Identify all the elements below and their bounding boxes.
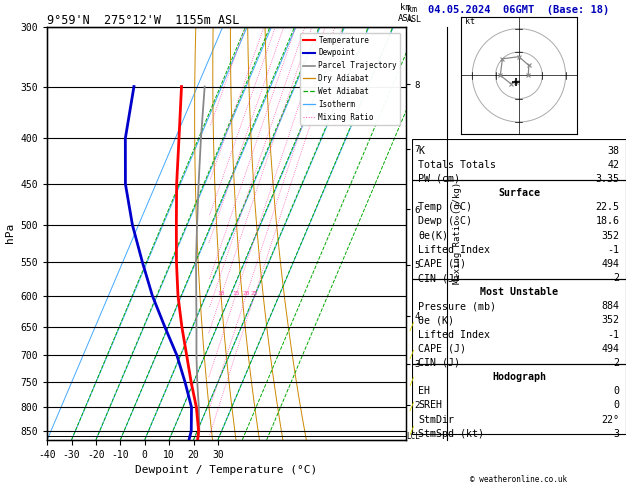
Text: StmSpd (kt): StmSpd (kt) bbox=[418, 429, 484, 439]
Text: 3: 3 bbox=[613, 429, 620, 439]
Text: 10: 10 bbox=[218, 291, 225, 295]
Text: Hodograph: Hodograph bbox=[492, 372, 546, 382]
Text: 25: 25 bbox=[251, 291, 259, 295]
Text: 352: 352 bbox=[601, 230, 620, 241]
Text: /: / bbox=[409, 426, 415, 436]
Text: 494: 494 bbox=[601, 259, 620, 269]
Text: Most Unstable: Most Unstable bbox=[480, 287, 558, 297]
Text: 3.35: 3.35 bbox=[596, 174, 620, 184]
Text: LCL: LCL bbox=[406, 432, 420, 441]
Text: Surface: Surface bbox=[498, 188, 540, 198]
Bar bbox=[412, 179, 626, 278]
Text: 2: 2 bbox=[613, 358, 620, 368]
Text: 18.6: 18.6 bbox=[596, 216, 620, 226]
Text: 22.5: 22.5 bbox=[596, 202, 620, 212]
Text: 15: 15 bbox=[232, 291, 239, 295]
Text: 42: 42 bbox=[608, 160, 620, 170]
Text: 884: 884 bbox=[601, 301, 620, 312]
Text: Totals Totals: Totals Totals bbox=[418, 160, 496, 170]
Text: km
ASL: km ASL bbox=[407, 5, 422, 24]
Text: 9°59'N  275°12'W  1155m ASL: 9°59'N 275°12'W 1155m ASL bbox=[47, 14, 240, 27]
Text: PW (cm): PW (cm) bbox=[418, 174, 460, 184]
Text: CIN (J): CIN (J) bbox=[418, 273, 460, 283]
Legend: Temperature, Dewpoint, Parcel Trajectory, Dry Adiabat, Wet Adiabat, Isotherm, Mi: Temperature, Dewpoint, Parcel Trajectory… bbox=[300, 33, 400, 124]
Text: 04.05.2024  06GMT  (Base: 18): 04.05.2024 06GMT (Base: 18) bbox=[428, 5, 610, 15]
Text: θe(K): θe(K) bbox=[418, 230, 448, 241]
Text: CAPE (J): CAPE (J) bbox=[418, 259, 467, 269]
Text: Dewp (°C): Dewp (°C) bbox=[418, 216, 472, 226]
Text: SREH: SREH bbox=[418, 400, 442, 410]
Text: 2: 2 bbox=[613, 273, 620, 283]
Text: -1: -1 bbox=[608, 330, 620, 340]
Text: 494: 494 bbox=[601, 344, 620, 354]
Text: /: / bbox=[409, 322, 415, 332]
Text: 352: 352 bbox=[601, 315, 620, 326]
Y-axis label: hPa: hPa bbox=[5, 223, 15, 243]
Text: 22°: 22° bbox=[601, 415, 620, 425]
X-axis label: Dewpoint / Temperature (°C): Dewpoint / Temperature (°C) bbox=[135, 465, 318, 475]
Text: CIN (J): CIN (J) bbox=[418, 358, 460, 368]
Text: CAPE (J): CAPE (J) bbox=[418, 344, 467, 354]
Text: 38: 38 bbox=[608, 146, 620, 156]
Text: © weatheronline.co.uk: © weatheronline.co.uk bbox=[470, 474, 567, 484]
Text: /: / bbox=[409, 402, 415, 412]
Text: -1: -1 bbox=[608, 244, 620, 255]
Text: StmDir: StmDir bbox=[418, 415, 454, 425]
Text: Temp (°C): Temp (°C) bbox=[418, 202, 472, 212]
Text: Pressure (mb): Pressure (mb) bbox=[418, 301, 496, 312]
Text: 0: 0 bbox=[613, 400, 620, 410]
Y-axis label: Mixing Ratio (g/kg): Mixing Ratio (g/kg) bbox=[453, 182, 462, 284]
Text: kt: kt bbox=[465, 17, 476, 26]
Text: 20: 20 bbox=[242, 291, 250, 295]
Text: 0: 0 bbox=[613, 386, 620, 396]
Text: Lifted Index: Lifted Index bbox=[418, 330, 491, 340]
Text: /: / bbox=[409, 350, 415, 361]
Text: km
ASL: km ASL bbox=[398, 3, 414, 22]
Text: EH: EH bbox=[418, 386, 430, 396]
Text: /: / bbox=[409, 377, 415, 387]
Bar bbox=[412, 139, 626, 179]
Bar bbox=[412, 364, 626, 434]
Text: Lifted Index: Lifted Index bbox=[418, 244, 491, 255]
Text: θe (K): θe (K) bbox=[418, 315, 454, 326]
Text: K: K bbox=[418, 146, 425, 156]
Bar bbox=[412, 278, 626, 364]
